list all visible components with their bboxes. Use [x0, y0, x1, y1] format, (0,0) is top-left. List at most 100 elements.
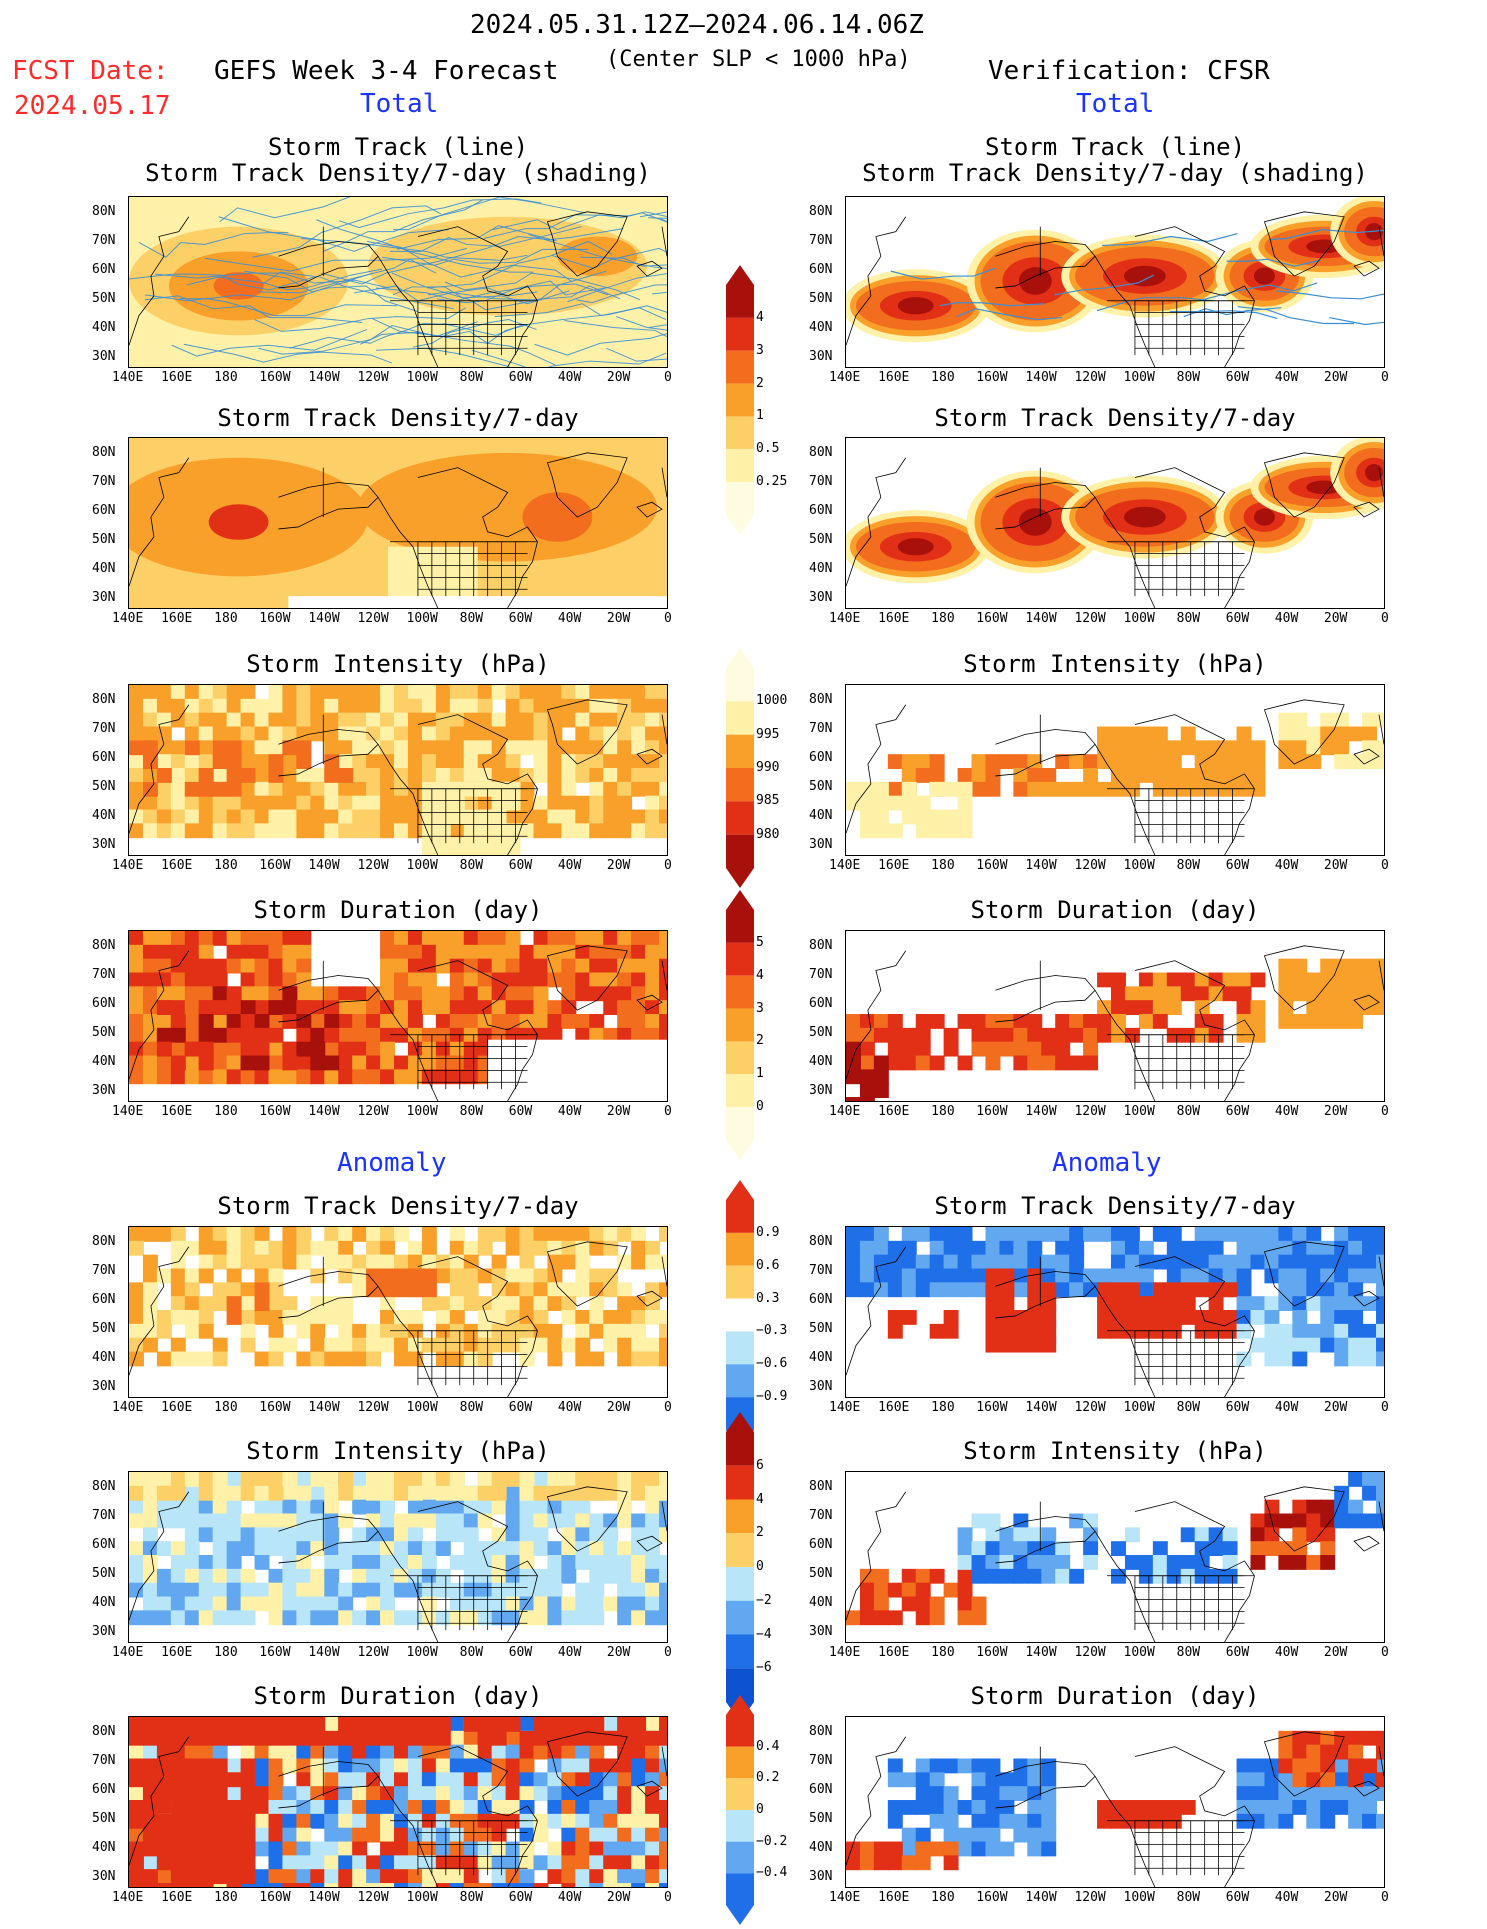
map-panel-forecast-0	[128, 196, 668, 368]
map-field	[846, 197, 1384, 367]
lon-tick: 20W	[606, 370, 631, 385]
colorbar-density-anomaly-label: 0.3	[756, 1290, 780, 1306]
lat-tick: 50N	[92, 1025, 116, 1040]
criterion-label: (Center SLP < 1000 hPa)	[606, 47, 911, 72]
lon-tick: 140W	[308, 1104, 340, 1119]
lon-tick: 60W	[508, 611, 533, 626]
colorbar-duration-swatch	[726, 975, 754, 1009]
colorbar-duration-swatch	[726, 942, 754, 976]
map-panel-forecast-3	[128, 930, 668, 1102]
map-field	[129, 931, 667, 1101]
lon-tick: 80W	[1176, 1400, 1201, 1415]
colorbar-density-swatch	[726, 416, 754, 450]
lon-tick: 120W	[1074, 1400, 1106, 1415]
lon-tick: 80W	[459, 370, 484, 385]
colorbar-duration-anomaly-swatch	[726, 1778, 754, 1810]
lon-tick: 20W	[1323, 370, 1348, 385]
lat-tick: 70N	[809, 1263, 833, 1278]
lon-tick: 0	[1381, 370, 1389, 385]
lat-tick: 60N	[92, 1292, 116, 1307]
lon-tick: 180	[214, 370, 238, 385]
colorbar-intensity-anomaly-label: −2	[756, 1592, 772, 1608]
colorbar-duration-bottom-arrow	[726, 1140, 754, 1160]
colorbar-density-swatch	[726, 482, 754, 515]
lon-tick: 180	[214, 858, 238, 873]
colorbar-density-swatch	[726, 285, 754, 318]
panel-title: Storm Track Density/7-day	[934, 1192, 1296, 1220]
colorbar-density-label: 1	[756, 408, 764, 424]
lat-tick: 50N	[92, 1566, 116, 1581]
map-panel-forecast-6	[128, 1716, 668, 1888]
colorbar-intensity-anomaly-swatch	[726, 1634, 754, 1669]
lon-tick: 160W	[976, 611, 1008, 626]
lon-tick: 180	[931, 858, 955, 873]
lon-tick: 160E	[161, 611, 193, 626]
lon-tick: 0	[664, 1890, 672, 1905]
lat-tick: 50N	[92, 1811, 116, 1826]
anomaly-left-label: Anomaly	[337, 1148, 447, 1178]
lon-tick: 60W	[1225, 370, 1250, 385]
lon-tick: 20W	[606, 858, 631, 873]
colorbar-density-bottom-arrow	[726, 515, 754, 535]
lon-tick: 100W	[406, 370, 438, 385]
lon-tick: 160W	[259, 611, 291, 626]
lon-tick: 160W	[976, 1400, 1008, 1415]
lon-tick: 160W	[259, 370, 291, 385]
colorbar-intensity-anomaly-top-arrow	[726, 1412, 754, 1432]
map-field	[846, 699, 1384, 855]
colorbar-intensity-anomaly-swatch	[726, 1533, 754, 1567]
lat-tick: 80N	[809, 204, 833, 219]
lat-tick: 40N	[92, 1350, 116, 1365]
lon-tick: 140W	[308, 1890, 340, 1905]
lon-tick: 80W	[459, 1104, 484, 1119]
colorbar-intensity-label: 980	[756, 826, 780, 842]
lon-tick: 60W	[508, 1890, 533, 1905]
lon-tick: 140E	[829, 1890, 861, 1905]
lon-tick: 120W	[1074, 611, 1106, 626]
colorbar-density-anomaly-label: 0.9	[756, 1224, 780, 1240]
colorbar-density-anomaly-label: −0.6	[756, 1356, 788, 1372]
colorbar-intensity-swatch	[726, 834, 754, 868]
lon-tick: 180	[931, 1400, 955, 1415]
colorbar-intensity-label: 995	[756, 726, 780, 742]
lon-tick: 80W	[459, 1400, 484, 1415]
panel-title: Storm Intensity (hPa)	[963, 1437, 1267, 1465]
lon-tick: 40W	[557, 1104, 582, 1119]
colorbar-duration-anomaly-top-arrow	[726, 1695, 754, 1715]
colorbar-duration-anomaly-swatch	[726, 1746, 754, 1779]
lon-tick: 80W	[1176, 1104, 1201, 1119]
colorbar-density-label: 3	[756, 342, 764, 358]
lon-tick: 100W	[1123, 611, 1155, 626]
lon-tick: 140W	[1025, 370, 1057, 385]
colorbar-duration	[718, 890, 778, 1164]
lat-tick: 60N	[809, 262, 833, 277]
lat-tick: 30N	[92, 1624, 116, 1639]
lat-tick: 30N	[809, 1624, 833, 1639]
forecast-title: GEFS Week 3-4 Forecast	[214, 56, 559, 86]
map-field	[129, 1227, 667, 1397]
lon-tick: 40W	[1274, 1890, 1299, 1905]
panel-title: Storm Track Density/7-day	[217, 1192, 579, 1220]
colorbar-density-anomaly-swatch	[726, 1364, 754, 1398]
lat-tick: 80N	[92, 692, 116, 707]
lon-tick: 140W	[308, 370, 340, 385]
colorbar-intensity-anomaly-label: −4	[756, 1626, 772, 1642]
lon-tick: 40W	[1274, 1104, 1299, 1119]
lon-tick: 40W	[1274, 1645, 1299, 1660]
map-field	[129, 1717, 667, 1887]
lon-tick: 60W	[1225, 858, 1250, 873]
lat-tick: 70N	[809, 1508, 833, 1523]
colorbar-density-label: 2	[756, 375, 764, 391]
colorbar-intensity-swatch	[726, 701, 754, 735]
lon-tick: 80W	[459, 1645, 484, 1660]
lon-tick: 140E	[112, 1645, 144, 1660]
lon-tick: 160E	[878, 370, 910, 385]
lon-tick: 0	[664, 1400, 672, 1415]
lon-tick: 100W	[406, 611, 438, 626]
colorbar-intensity-anomaly	[718, 1412, 778, 1726]
lat-tick: 60N	[92, 262, 116, 277]
lon-tick: 140W	[1025, 611, 1057, 626]
lon-tick: 0	[1381, 611, 1389, 626]
map-panel-verification-1	[845, 437, 1385, 609]
lat-tick: 80N	[92, 1234, 116, 1249]
